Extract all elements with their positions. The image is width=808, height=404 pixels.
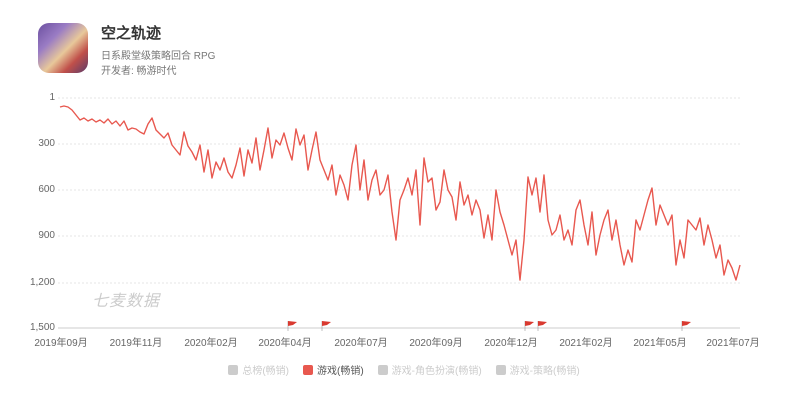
x-tick: 2019年09月: [34, 338, 88, 349]
x-tick: 2020年09月: [409, 338, 463, 349]
app-title: 空之轨迹: [101, 25, 162, 42]
app-developer: 开发者: 畅游时代: [101, 66, 177, 77]
y-tick: 1,500: [29, 322, 55, 333]
flag-icon: [321, 321, 331, 331]
x-tick: 2020年02月: [184, 338, 238, 349]
legend-label: 游戏(畅销): [317, 366, 364, 377]
x-tick: 2020年04月: [258, 338, 312, 349]
chart-legend: 总榜(畅销) 游戏(畅销) 游戏-角色扮演(畅销) 游戏-策略(畅销): [0, 362, 808, 377]
y-tick: 900: [38, 230, 55, 241]
y-tick: 1,200: [29, 277, 55, 288]
legend-label: 总榜(畅销): [242, 366, 289, 377]
legend-label: 游戏-角色扮演(畅销): [391, 366, 482, 377]
legend-item-game-grossing[interactable]: 游戏(畅销): [303, 362, 364, 377]
series-line-game-grossing: [59, 105, 741, 281]
legend-swatch-icon: [495, 364, 506, 375]
x-tick: 2021年05月: [633, 338, 687, 349]
legend-item-rpg-grossing[interactable]: 游戏-角色扮演(畅销): [377, 362, 482, 377]
app-genre: 日系殿堂级策略回合 RPG: [101, 51, 216, 62]
flag-icon: [537, 321, 547, 331]
game-app-icon: [38, 23, 88, 73]
legend-label: 游戏-策略(畅销): [509, 366, 580, 377]
y-tick: 600: [38, 184, 55, 195]
x-tick: 2021年07月: [706, 338, 760, 349]
y-tick: 300: [38, 138, 55, 149]
legend-swatch-icon: [377, 364, 388, 375]
x-tick: 2020年07月: [334, 338, 388, 349]
flag-icon: [524, 321, 534, 331]
x-tick: 2021年02月: [559, 338, 613, 349]
y-tick: 1: [49, 92, 55, 103]
watermark: 七麦数据: [92, 293, 161, 310]
legend-swatch-icon: [228, 364, 239, 375]
flag-icon: [287, 321, 297, 331]
legend-item-overall-grossing[interactable]: 总榜(畅销): [228, 362, 289, 377]
legend-swatch-icon: [303, 364, 313, 375]
event-flags: [287, 321, 691, 331]
flag-icon: [681, 321, 691, 331]
x-tick: 2020年12月: [484, 338, 538, 349]
x-tick: 2019年11月: [109, 338, 163, 349]
legend-item-strategy-grossing[interactable]: 游戏-策略(畅销): [495, 362, 580, 377]
